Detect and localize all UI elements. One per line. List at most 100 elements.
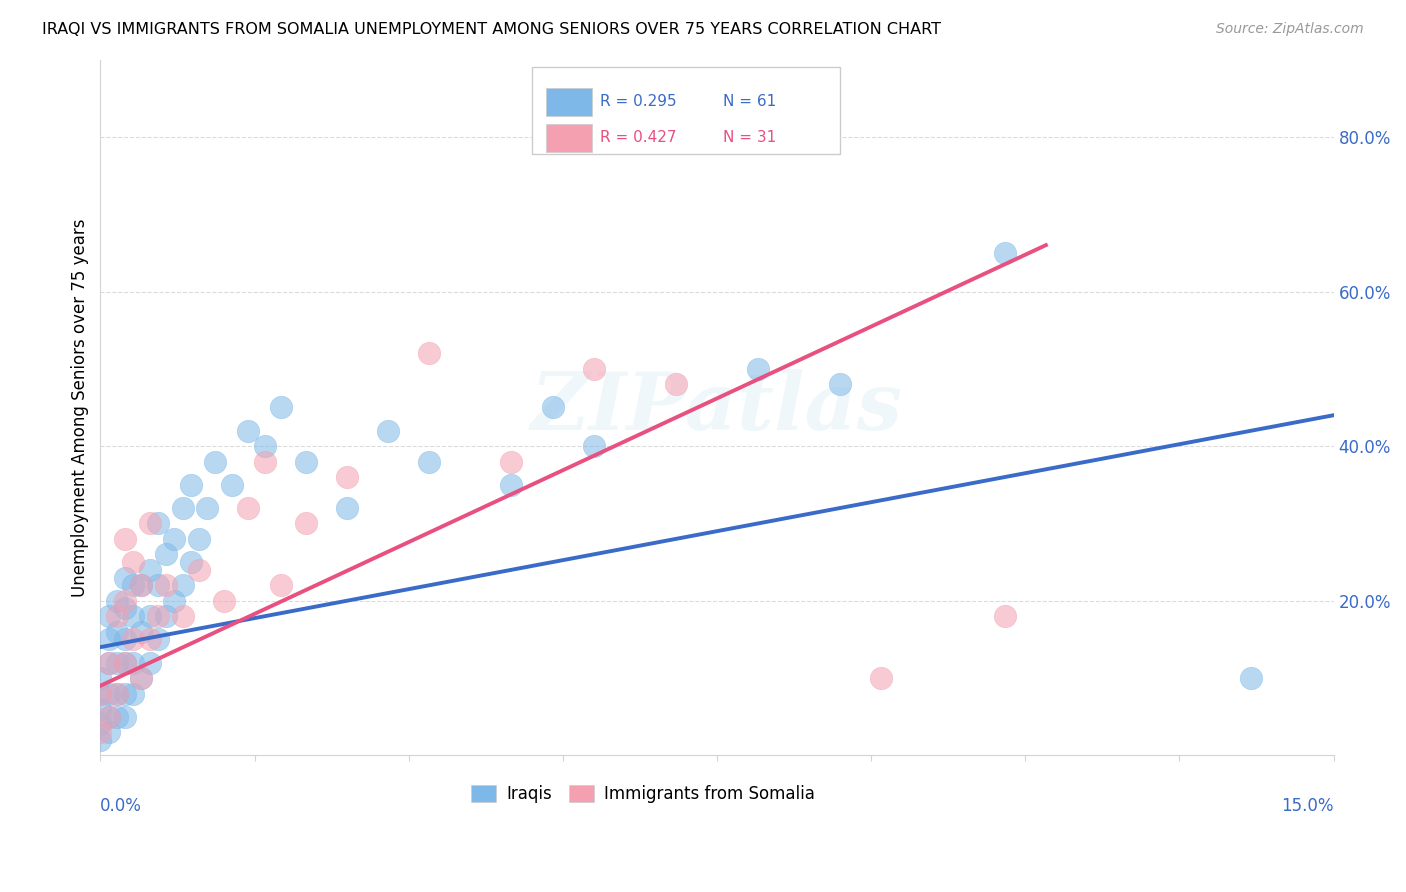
Point xyxy=(830,377,852,392)
Point xyxy=(336,500,359,515)
Point xyxy=(238,424,260,438)
Point xyxy=(146,632,169,647)
Text: N = 31: N = 31 xyxy=(723,130,776,145)
Point xyxy=(89,671,111,685)
Point xyxy=(270,401,292,415)
Point xyxy=(105,686,128,700)
Point xyxy=(138,656,160,670)
Text: R = 0.295: R = 0.295 xyxy=(600,94,676,109)
Point xyxy=(89,702,111,716)
Point xyxy=(105,656,128,670)
Point xyxy=(131,578,153,592)
Point xyxy=(172,609,194,624)
Point xyxy=(114,709,136,723)
Point xyxy=(870,671,893,685)
Point xyxy=(541,401,564,415)
Point xyxy=(295,516,318,531)
Point xyxy=(418,346,440,360)
Point xyxy=(582,361,605,376)
Point xyxy=(138,563,160,577)
Point xyxy=(501,454,523,468)
Point xyxy=(89,732,111,747)
Point xyxy=(97,609,120,624)
Point xyxy=(89,686,111,700)
Point xyxy=(105,593,128,607)
Point xyxy=(180,477,202,491)
Point xyxy=(114,656,136,670)
Text: N = 61: N = 61 xyxy=(723,94,776,109)
Point xyxy=(146,609,169,624)
Point xyxy=(105,624,128,639)
Point xyxy=(747,361,769,376)
Point xyxy=(114,632,136,647)
Text: Source: ZipAtlas.com: Source: ZipAtlas.com xyxy=(1216,22,1364,37)
Point xyxy=(89,717,111,731)
Point xyxy=(97,725,120,739)
Point xyxy=(377,424,399,438)
Point xyxy=(114,601,136,615)
Point xyxy=(180,555,202,569)
Point xyxy=(97,686,120,700)
Point xyxy=(138,516,160,531)
Point xyxy=(582,439,605,453)
Point xyxy=(155,578,177,592)
Point xyxy=(253,454,276,468)
Point xyxy=(105,709,128,723)
Point xyxy=(221,477,243,491)
Point xyxy=(336,470,359,484)
FancyBboxPatch shape xyxy=(546,124,592,153)
Point xyxy=(131,624,153,639)
Point xyxy=(994,609,1017,624)
Point xyxy=(114,532,136,546)
Point xyxy=(122,555,145,569)
Point xyxy=(204,454,226,468)
Point xyxy=(122,632,145,647)
Point xyxy=(122,609,145,624)
Point xyxy=(97,656,120,670)
Point xyxy=(105,686,128,700)
Point xyxy=(89,725,111,739)
Point xyxy=(172,500,194,515)
Point xyxy=(122,656,145,670)
Text: IRAQI VS IMMIGRANTS FROM SOMALIA UNEMPLOYMENT AMONG SENIORS OVER 75 YEARS CORREL: IRAQI VS IMMIGRANTS FROM SOMALIA UNEMPLO… xyxy=(42,22,941,37)
Text: ZIPatlas: ZIPatlas xyxy=(531,368,903,446)
Text: 0.0%: 0.0% xyxy=(100,797,142,815)
Point xyxy=(501,477,523,491)
FancyBboxPatch shape xyxy=(531,67,841,153)
Point xyxy=(665,377,688,392)
Point xyxy=(114,593,136,607)
Point xyxy=(131,671,153,685)
Point xyxy=(97,656,120,670)
Point xyxy=(97,632,120,647)
Point xyxy=(195,500,218,515)
Y-axis label: Unemployment Among Seniors over 75 years: Unemployment Among Seniors over 75 years xyxy=(72,219,89,597)
Point xyxy=(994,245,1017,260)
Point xyxy=(238,500,260,515)
Point xyxy=(270,578,292,592)
Point xyxy=(295,454,318,468)
Point xyxy=(188,532,211,546)
Point xyxy=(89,686,111,700)
Point xyxy=(97,709,120,723)
Point xyxy=(1240,671,1263,685)
Text: 15.0%: 15.0% xyxy=(1281,797,1334,815)
Point xyxy=(138,609,160,624)
Point xyxy=(163,593,186,607)
Point xyxy=(155,547,177,561)
Point xyxy=(146,516,169,531)
Point xyxy=(418,454,440,468)
Point xyxy=(122,686,145,700)
Point xyxy=(138,632,160,647)
Point xyxy=(131,671,153,685)
Legend: Iraqis, Immigrants from Somalia: Iraqis, Immigrants from Somalia xyxy=(465,778,821,810)
Point xyxy=(253,439,276,453)
Point xyxy=(114,686,136,700)
Point xyxy=(114,656,136,670)
Point xyxy=(146,578,169,592)
FancyBboxPatch shape xyxy=(546,88,592,116)
Point xyxy=(172,578,194,592)
Point xyxy=(163,532,186,546)
Point xyxy=(105,609,128,624)
Point xyxy=(155,609,177,624)
Point xyxy=(114,570,136,584)
